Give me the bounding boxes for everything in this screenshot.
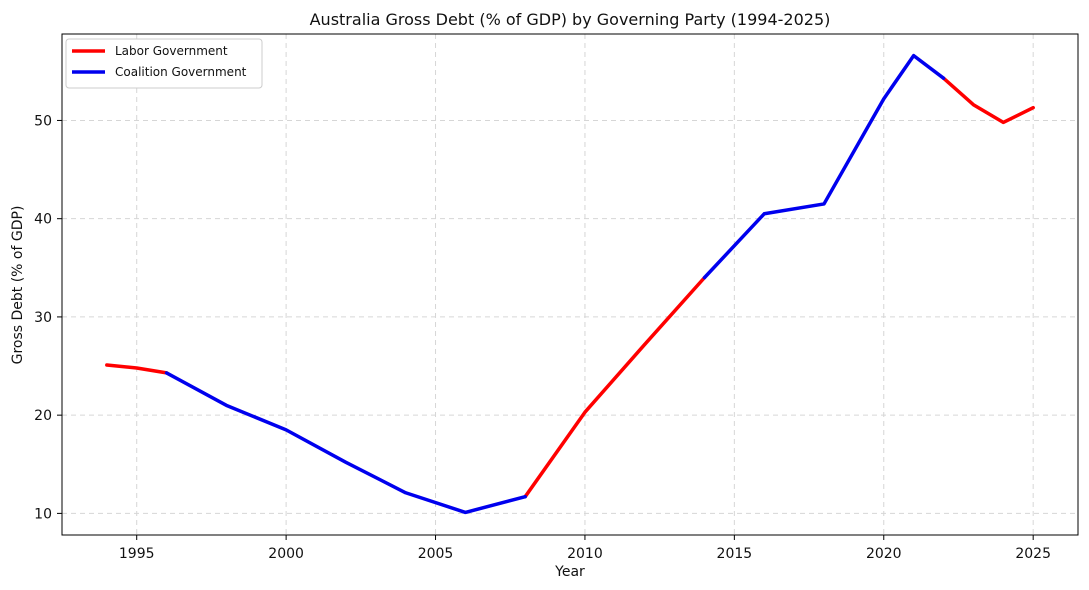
labor-series-line-1 bbox=[105, 363, 169, 375]
coalition-series-line-1 bbox=[164, 371, 527, 515]
y-tick-label-20: 20 bbox=[34, 408, 52, 424]
x-tick-label-2020: 2020 bbox=[866, 546, 902, 562]
coalition-series-line-2 bbox=[702, 53, 946, 280]
x-tick-label-2025: 2025 bbox=[1015, 546, 1051, 562]
grid-lines bbox=[62, 34, 1078, 535]
legend-label-coalition: Coalition Government bbox=[115, 65, 247, 79]
plot-frame bbox=[61, 33, 1079, 536]
y-tick-label-40: 40 bbox=[34, 212, 52, 228]
y-tick-label-10: 10 bbox=[34, 506, 52, 522]
x-tick-label-1995: 1995 bbox=[119, 546, 155, 562]
x-tick-label-2015: 2015 bbox=[717, 546, 753, 562]
x-tick-label-2005: 2005 bbox=[418, 546, 454, 562]
tick-labels: 1995 2000 2005 2010 2015 2020 2025 10 20 30 40 50 bbox=[34, 113, 1051, 562]
series-lines bbox=[105, 53, 1035, 515]
legend: Labor Government Coalition Government bbox=[65, 38, 263, 89]
legend-box bbox=[65, 38, 263, 89]
y-tick-label-30: 30 bbox=[34, 310, 52, 326]
y-axis-label: Gross Debt (% of GDP) bbox=[10, 206, 26, 365]
legend-label-labor: Labor Government bbox=[115, 44, 228, 58]
x-axis-label: Year bbox=[554, 564, 585, 580]
x-tick-label-2000: 2000 bbox=[268, 546, 304, 562]
chart-title: Australia Gross Debt (% of GDP) by Gover… bbox=[310, 10, 831, 29]
axes bbox=[57, 33, 1079, 540]
labor-series-line-3 bbox=[941, 76, 1035, 125]
y-tick-label-50: 50 bbox=[34, 113, 52, 129]
labor-series-line-2 bbox=[523, 275, 707, 499]
x-tick-label-2010: 2010 bbox=[567, 546, 603, 562]
